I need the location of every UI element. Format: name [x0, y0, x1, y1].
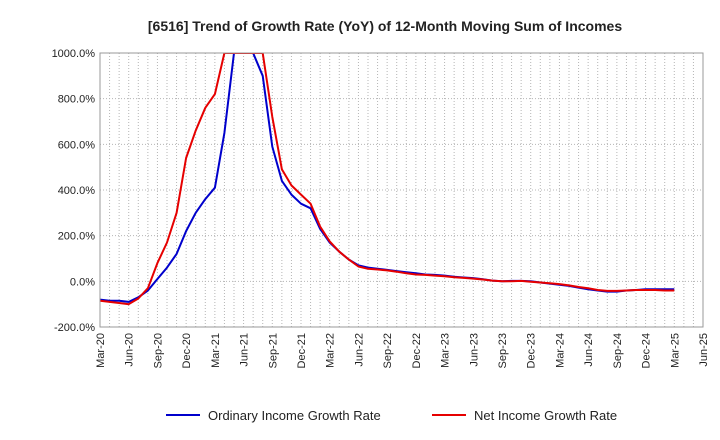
x-axis-ticks: Mar-20 Jun-20 Sep-20 Dec-20 Mar-21 Jun-21 Sep-…	[95, 333, 710, 368]
x-tick-label: Mar-25	[669, 333, 681, 368]
x-tick-label: Jun-21	[239, 333, 251, 367]
x-tick-label: Dec-20	[181, 333, 193, 368]
x-tick-label: Mar-22	[325, 333, 337, 368]
series-line-1	[100, 53, 675, 303]
x-tick-label: Jun-25	[698, 333, 710, 367]
legend-label-ordinary-income: Ordinary Income Growth Rate	[208, 408, 381, 423]
x-tick-label: Sep-24	[612, 333, 624, 368]
series-line-2	[100, 53, 675, 306]
grid	[100, 53, 703, 327]
y-axis-ticks: -200.0% 0.0% 200.0% 400.0% 600.0% 800.0% 1000.…	[52, 48, 96, 334]
y-tick-label: 800.0%	[58, 94, 96, 106]
y-tick-label: 0.0%	[70, 276, 95, 288]
x-tick-label: Mar-24	[554, 333, 566, 368]
x-tick-label: Dec-22	[411, 333, 423, 368]
x-tick-label: Mar-20	[95, 333, 107, 368]
x-tick-label: Dec-21	[296, 333, 308, 368]
x-tick-label: Sep-21	[267, 333, 279, 368]
x-tick-label: Dec-24	[641, 333, 653, 368]
y-tick-label: 200.0%	[58, 231, 96, 243]
series-lines	[100, 53, 675, 306]
y-tick-label: -200.0%	[54, 322, 95, 334]
x-tick-label: Jun-23	[468, 333, 480, 367]
plot-area	[99, 52, 704, 328]
x-tick-label: Jun-22	[353, 333, 365, 367]
chart-title: [6516] Trend of Growth Rate (YoY) of 12-…	[148, 18, 622, 34]
x-tick-label: Mar-23	[440, 333, 452, 368]
x-tick-label: Jun-24	[583, 333, 595, 367]
x-tick-label: Dec-23	[526, 333, 538, 368]
x-tick-label: Sep-20	[152, 333, 164, 368]
x-tick-label: Jun-20	[124, 333, 136, 367]
y-tick-label: 1000.0%	[52, 48, 96, 60]
y-tick-label: 400.0%	[58, 185, 96, 197]
legend: Ordinary Income Growth Rate Net Income G…	[166, 408, 617, 423]
x-tick-label: Mar-21	[210, 333, 222, 368]
x-tick-label: Sep-22	[382, 333, 394, 368]
y-tick-label: 600.0%	[58, 139, 96, 151]
x-tick-label: Sep-23	[497, 333, 509, 368]
legend-label-net-income: Net Income Growth Rate	[474, 408, 617, 423]
